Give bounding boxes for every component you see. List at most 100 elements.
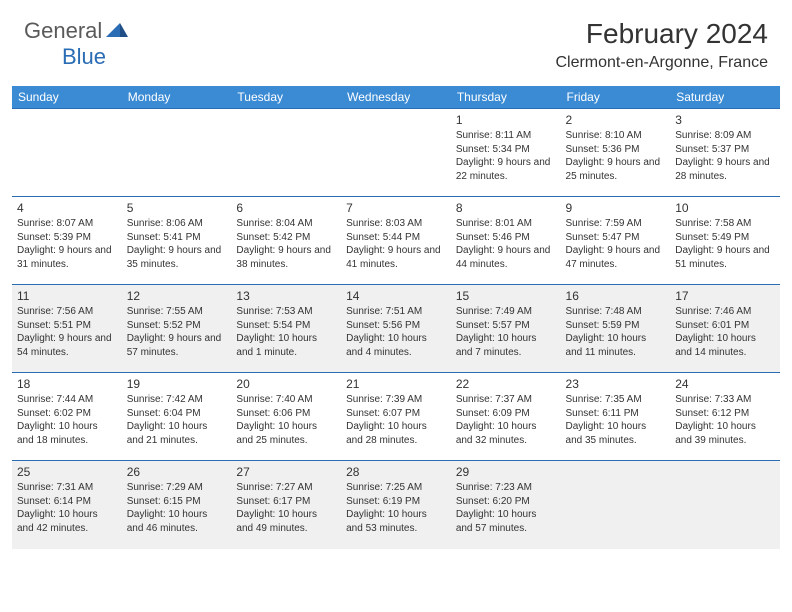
calendar-week-row: 1Sunrise: 8:11 AMSunset: 5:34 PMDaylight…	[12, 109, 780, 197]
day-number: 27	[236, 464, 336, 480]
calendar-day-cell: 21Sunrise: 7:39 AMSunset: 6:07 PMDayligh…	[341, 373, 451, 461]
sunrise-text: Sunrise: 8:09 AM	[675, 129, 775, 143]
day-number: 21	[346, 376, 446, 392]
day-number: 7	[346, 200, 446, 216]
sunset-text: Sunset: 6:12 PM	[675, 407, 775, 421]
daylight-text: Daylight: 10 hours and 32 minutes.	[456, 420, 556, 447]
calendar-week-row: 11Sunrise: 7:56 AMSunset: 5:51 PMDayligh…	[12, 285, 780, 373]
day-number: 5	[127, 200, 227, 216]
calendar-day-cell: 18Sunrise: 7:44 AMSunset: 6:02 PMDayligh…	[12, 373, 122, 461]
title-block: February 2024 Clermont-en-Argonne, Franc…	[555, 18, 768, 72]
daylight-text: Daylight: 9 hours and 28 minutes.	[675, 156, 775, 183]
weekday-header: Monday	[122, 86, 232, 109]
calendar-day-cell	[12, 109, 122, 197]
sunset-text: Sunset: 5:56 PM	[346, 319, 446, 333]
daylight-text: Daylight: 9 hours and 35 minutes.	[127, 244, 227, 271]
calendar-day-cell: 28Sunrise: 7:25 AMSunset: 6:19 PMDayligh…	[341, 461, 451, 549]
daylight-text: Daylight: 9 hours and 22 minutes.	[456, 156, 556, 183]
day-number: 19	[127, 376, 227, 392]
calendar-day-cell: 6Sunrise: 8:04 AMSunset: 5:42 PMDaylight…	[231, 197, 341, 285]
sunrise-text: Sunrise: 8:11 AM	[456, 129, 556, 143]
daylight-text: Daylight: 10 hours and 14 minutes.	[675, 332, 775, 359]
sunrise-text: Sunrise: 7:42 AM	[127, 393, 227, 407]
sunset-text: Sunset: 5:42 PM	[236, 231, 336, 245]
daylight-text: Daylight: 10 hours and 1 minute.	[236, 332, 336, 359]
logo-text-blue: Blue	[62, 44, 106, 69]
header: General February 2024 Clermont-en-Argonn…	[0, 0, 792, 80]
daylight-text: Daylight: 9 hours and 41 minutes.	[346, 244, 446, 271]
daylight-text: Daylight: 10 hours and 18 minutes.	[17, 420, 117, 447]
sunset-text: Sunset: 6:01 PM	[675, 319, 775, 333]
calendar-day-cell: 4Sunrise: 8:07 AMSunset: 5:39 PMDaylight…	[12, 197, 122, 285]
sunrise-text: Sunrise: 7:29 AM	[127, 481, 227, 495]
daylight-text: Daylight: 9 hours and 57 minutes.	[127, 332, 227, 359]
calendar-day-cell: 17Sunrise: 7:46 AMSunset: 6:01 PMDayligh…	[670, 285, 780, 373]
calendar-week-row: 25Sunrise: 7:31 AMSunset: 6:14 PMDayligh…	[12, 461, 780, 549]
calendar-day-cell: 20Sunrise: 7:40 AMSunset: 6:06 PMDayligh…	[231, 373, 341, 461]
calendar-day-cell: 24Sunrise: 7:33 AMSunset: 6:12 PMDayligh…	[670, 373, 780, 461]
calendar-day-cell: 3Sunrise: 8:09 AMSunset: 5:37 PMDaylight…	[670, 109, 780, 197]
sunrise-text: Sunrise: 7:55 AM	[127, 305, 227, 319]
sunset-text: Sunset: 5:59 PM	[566, 319, 666, 333]
daylight-text: Daylight: 10 hours and 42 minutes.	[17, 508, 117, 535]
calendar-day-cell: 11Sunrise: 7:56 AMSunset: 5:51 PMDayligh…	[12, 285, 122, 373]
day-number: 12	[127, 288, 227, 304]
weekday-header: Wednesday	[341, 86, 451, 109]
day-number: 22	[456, 376, 556, 392]
daylight-text: Daylight: 10 hours and 39 minutes.	[675, 420, 775, 447]
day-number: 14	[346, 288, 446, 304]
sunset-text: Sunset: 5:54 PM	[236, 319, 336, 333]
sunset-text: Sunset: 5:41 PM	[127, 231, 227, 245]
day-number: 6	[236, 200, 336, 216]
sunset-text: Sunset: 6:09 PM	[456, 407, 556, 421]
sunset-text: Sunset: 5:37 PM	[675, 143, 775, 157]
weekday-header: Thursday	[451, 86, 561, 109]
calendar-table: SundayMondayTuesdayWednesdayThursdayFrid…	[12, 86, 780, 549]
day-number: 18	[17, 376, 117, 392]
daylight-text: Daylight: 10 hours and 46 minutes.	[127, 508, 227, 535]
daylight-text: Daylight: 10 hours and 7 minutes.	[456, 332, 556, 359]
location: Clermont-en-Argonne, France	[555, 54, 768, 72]
sunrise-text: Sunrise: 7:48 AM	[566, 305, 666, 319]
sunset-text: Sunset: 6:15 PM	[127, 495, 227, 509]
calendar-week-row: 4Sunrise: 8:07 AMSunset: 5:39 PMDaylight…	[12, 197, 780, 285]
sunset-text: Sunset: 5:46 PM	[456, 231, 556, 245]
sunrise-text: Sunrise: 7:35 AM	[566, 393, 666, 407]
sunrise-text: Sunrise: 7:49 AM	[456, 305, 556, 319]
daylight-text: Daylight: 9 hours and 44 minutes.	[456, 244, 556, 271]
sunset-text: Sunset: 5:36 PM	[566, 143, 666, 157]
sunset-text: Sunset: 6:11 PM	[566, 407, 666, 421]
daylight-text: Daylight: 10 hours and 28 minutes.	[346, 420, 446, 447]
daylight-text: Daylight: 10 hours and 11 minutes.	[566, 332, 666, 359]
day-number: 10	[675, 200, 775, 216]
weekday-header-row: SundayMondayTuesdayWednesdayThursdayFrid…	[12, 86, 780, 109]
weekday-header: Tuesday	[231, 86, 341, 109]
weekday-header: Saturday	[670, 86, 780, 109]
day-number: 3	[675, 112, 775, 128]
daylight-text: Daylight: 9 hours and 47 minutes.	[566, 244, 666, 271]
sunrise-text: Sunrise: 7:39 AM	[346, 393, 446, 407]
sunset-text: Sunset: 5:52 PM	[127, 319, 227, 333]
calendar-day-cell: 7Sunrise: 8:03 AMSunset: 5:44 PMDaylight…	[341, 197, 451, 285]
sunrise-text: Sunrise: 7:27 AM	[236, 481, 336, 495]
day-number: 9	[566, 200, 666, 216]
day-number: 23	[566, 376, 666, 392]
sunrise-text: Sunrise: 7:23 AM	[456, 481, 556, 495]
sunset-text: Sunset: 5:44 PM	[346, 231, 446, 245]
day-number: 20	[236, 376, 336, 392]
logo-triangle-icon	[106, 21, 128, 42]
day-number: 11	[17, 288, 117, 304]
calendar-day-cell: 25Sunrise: 7:31 AMSunset: 6:14 PMDayligh…	[12, 461, 122, 549]
sunrise-text: Sunrise: 7:31 AM	[17, 481, 117, 495]
sunrise-text: Sunrise: 7:40 AM	[236, 393, 336, 407]
sunrise-text: Sunrise: 7:59 AM	[566, 217, 666, 231]
day-number: 4	[17, 200, 117, 216]
daylight-text: Daylight: 9 hours and 25 minutes.	[566, 156, 666, 183]
calendar-day-cell: 8Sunrise: 8:01 AMSunset: 5:46 PMDaylight…	[451, 197, 561, 285]
daylight-text: Daylight: 9 hours and 31 minutes.	[17, 244, 117, 271]
logo-text-general: General	[24, 18, 102, 44]
sunrise-text: Sunrise: 8:10 AM	[566, 129, 666, 143]
sunrise-text: Sunrise: 8:03 AM	[346, 217, 446, 231]
sunset-text: Sunset: 6:02 PM	[17, 407, 117, 421]
sunrise-text: Sunrise: 7:56 AM	[17, 305, 117, 319]
